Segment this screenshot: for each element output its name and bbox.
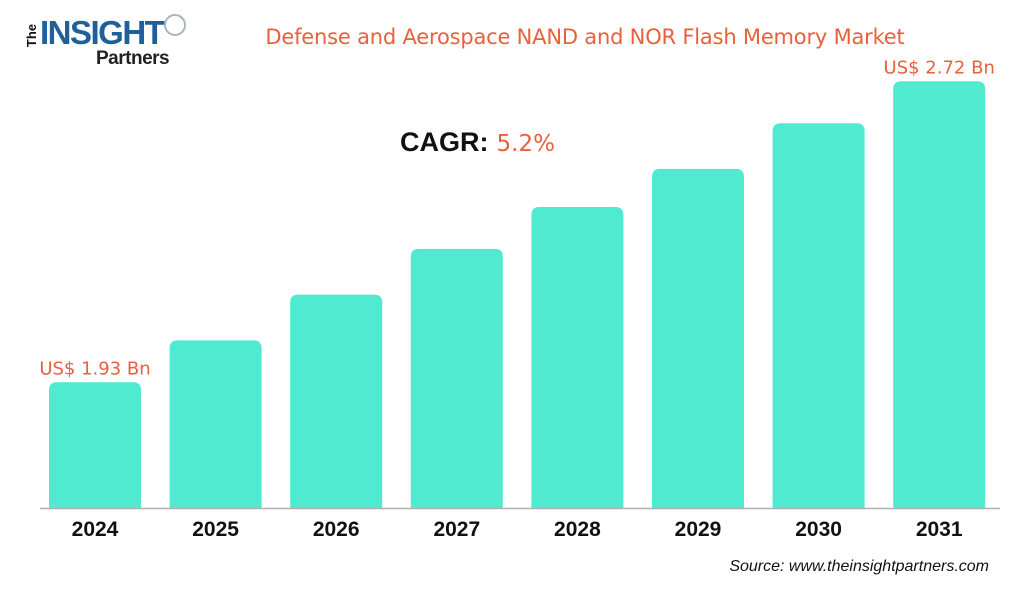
bar-2025	[169, 340, 262, 508]
bar-2030	[772, 123, 865, 508]
bar-2029	[652, 168, 744, 508]
x-tick-label: 2025	[192, 518, 239, 541]
x-tick-label: 2029	[675, 518, 722, 541]
bar-2031	[893, 81, 986, 508]
source-note: Source: www.theinsightpartners.com	[729, 558, 989, 575]
bar-2027	[410, 248, 503, 509]
the-insight-partners-logo: The INSIGHT Partners	[12, 14, 197, 70]
bar-2028	[531, 207, 624, 508]
logo-insight: INSIGHT	[40, 14, 165, 51]
cagr-label: CAGR:	[400, 127, 489, 157]
cagr-value: 5.2%	[496, 131, 555, 157]
chart-title: Defense and Aerospace NAND and NOR Flash…	[265, 25, 905, 49]
data-label: US$ 2.72 Bn	[884, 57, 995, 78]
data-label: US$ 1.93 Bn	[39, 358, 150, 379]
logo-partners: Partners	[96, 48, 170, 69]
x-tick-label: 2031	[916, 518, 963, 541]
x-tick-label: 2026	[313, 518, 360, 541]
bar-2024	[49, 382, 141, 508]
cagr: CAGR: 5.2%	[400, 127, 555, 158]
bar-2026	[290, 294, 383, 508]
x-tick-label: 2024	[72, 518, 119, 541]
x-tick-label: 2028	[554, 518, 601, 541]
x-tick-label: 2030	[795, 518, 842, 541]
magnifier-icon	[164, 14, 186, 36]
x-tick-label: 2027	[433, 518, 480, 541]
